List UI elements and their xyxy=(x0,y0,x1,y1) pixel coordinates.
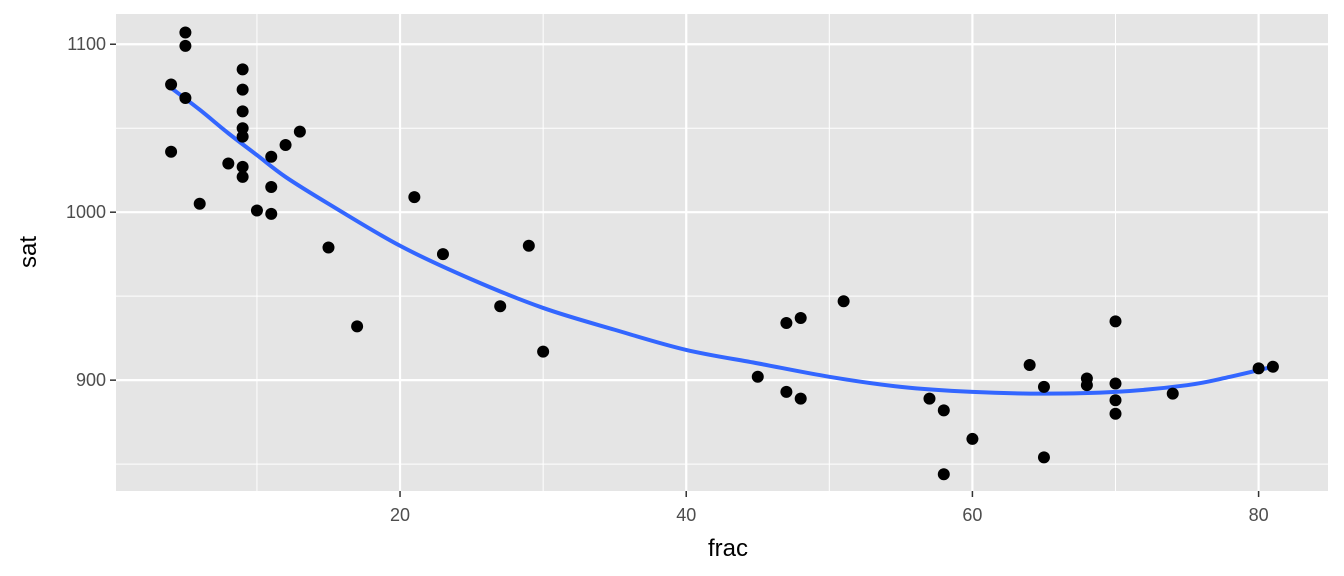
data-point xyxy=(322,241,335,254)
data-point xyxy=(937,468,950,481)
data-point xyxy=(179,39,192,52)
data-point xyxy=(436,248,449,261)
data-points xyxy=(165,26,1279,481)
data-point xyxy=(1109,394,1122,407)
data-point xyxy=(236,160,249,173)
plot-panel xyxy=(116,14,1328,491)
x-tick-label: 80 xyxy=(1249,505,1269,525)
data-point xyxy=(780,317,793,330)
data-point xyxy=(293,125,306,138)
data-point xyxy=(179,91,192,104)
data-point xyxy=(1109,407,1122,420)
x-axis-title: frac xyxy=(708,535,748,562)
data-point xyxy=(494,300,507,313)
y-tick-label: 900 xyxy=(76,370,106,390)
x-axis-ticks: 20 40 60 80 xyxy=(390,491,1269,525)
data-point xyxy=(522,239,535,252)
data-point xyxy=(408,191,421,204)
data-point xyxy=(265,207,278,220)
data-point xyxy=(179,26,192,39)
data-point xyxy=(1037,380,1050,393)
data-point xyxy=(1109,315,1122,328)
data-point xyxy=(193,197,206,210)
data-point xyxy=(1266,360,1279,373)
data-point xyxy=(751,370,764,383)
data-point xyxy=(279,139,292,152)
y-axis-ticks: 900 1000 1100 xyxy=(66,34,116,390)
data-point xyxy=(351,320,364,333)
data-point xyxy=(1037,451,1050,464)
data-point xyxy=(937,404,950,417)
data-point xyxy=(250,204,263,217)
y-tick-label: 1100 xyxy=(67,34,106,54)
data-point xyxy=(165,145,178,158)
smooth-trend-line xyxy=(169,86,1274,396)
data-point xyxy=(265,180,278,193)
data-point xyxy=(236,105,249,118)
major-gridlines xyxy=(116,14,1328,491)
data-point xyxy=(966,432,979,445)
y-axis-title: sat xyxy=(15,236,42,268)
data-point xyxy=(236,130,249,143)
data-point xyxy=(236,170,249,183)
data-point xyxy=(222,157,235,170)
data-point xyxy=(794,392,807,405)
minor-gridlines xyxy=(116,14,1328,491)
data-point xyxy=(780,385,793,398)
data-point xyxy=(1109,377,1122,390)
data-point xyxy=(236,122,249,135)
data-point xyxy=(236,83,249,96)
data-point xyxy=(1080,379,1093,392)
data-point xyxy=(537,345,550,358)
data-point xyxy=(165,78,178,91)
data-point xyxy=(1252,362,1265,375)
x-tick-label: 20 xyxy=(390,505,410,525)
data-point xyxy=(837,295,850,308)
y-tick-label: 1000 xyxy=(66,202,106,222)
data-point xyxy=(1023,359,1036,372)
data-point xyxy=(1166,387,1179,400)
data-point xyxy=(794,312,807,325)
data-point xyxy=(923,392,936,405)
x-tick-label: 60 xyxy=(962,505,982,525)
data-point xyxy=(265,150,278,163)
x-tick-label: 40 xyxy=(676,505,696,525)
data-point xyxy=(236,63,249,76)
